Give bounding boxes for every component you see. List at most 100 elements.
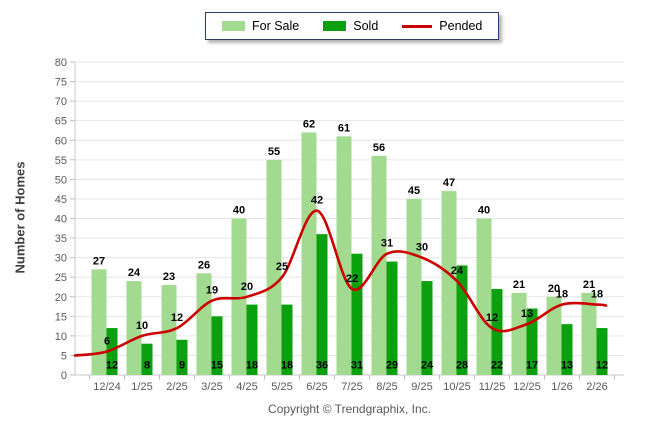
bar-for-sale bbox=[371, 155, 387, 375]
x-tick-label: 10/25 bbox=[443, 381, 471, 393]
legend-label-sold: Sold bbox=[353, 19, 379, 33]
sold-value-label: 17 bbox=[526, 360, 538, 372]
for-sale-value-label: 40 bbox=[233, 205, 245, 217]
x-tick-label: 12/24 bbox=[93, 381, 121, 393]
bar-for-sale bbox=[406, 198, 422, 375]
pended-value-label: 12 bbox=[171, 312, 183, 324]
for-sale-swatch bbox=[222, 21, 245, 31]
pended-value-label: 18 bbox=[556, 289, 568, 301]
copyright-text: Copyright © Trendgraphix, Inc. bbox=[268, 402, 431, 416]
x-tick-label: 5/25 bbox=[271, 381, 292, 393]
legend-item-for-sale: For Sale bbox=[222, 19, 299, 33]
sold-value-label: 24 bbox=[421, 360, 434, 372]
for-sale-value-label: 45 bbox=[408, 185, 420, 197]
y-tick-label: 45 bbox=[55, 194, 67, 206]
sold-value-label: 18 bbox=[281, 360, 293, 372]
pended-value-label: 6 bbox=[104, 336, 110, 348]
for-sale-value-label: 61 bbox=[338, 122, 350, 134]
bar-sold bbox=[456, 265, 468, 375]
pended-value-label: 24 bbox=[451, 265, 464, 277]
x-tick-label: 3/25 bbox=[201, 381, 222, 393]
bar-sold bbox=[246, 304, 258, 375]
y-tick-label: 40 bbox=[55, 214, 67, 226]
bar-sold bbox=[526, 308, 538, 375]
pended-value-label: 12 bbox=[486, 312, 498, 324]
x-tick-label: 1/26 bbox=[551, 381, 572, 393]
bar-for-sale bbox=[301, 132, 317, 375]
y-tick-label: 20 bbox=[55, 292, 67, 304]
legend: For Sale Sold Pended bbox=[205, 12, 500, 40]
x-tick-label: 4/25 bbox=[236, 381, 257, 393]
for-sale-value-label: 40 bbox=[478, 205, 490, 217]
for-sale-value-label: 20 bbox=[548, 283, 560, 295]
for-sale-value-label: 27 bbox=[93, 255, 105, 267]
for-sale-value-label: 26 bbox=[198, 259, 210, 271]
pended-value-label: 30 bbox=[416, 242, 428, 254]
y-tick-label: 35 bbox=[55, 233, 67, 245]
sold-value-label: 22 bbox=[491, 360, 503, 372]
pended-line bbox=[73, 209, 608, 357]
y-tick-label: 30 bbox=[55, 253, 67, 265]
sold-value-label: 28 bbox=[456, 360, 468, 372]
y-tick-label: 80 bbox=[55, 57, 67, 69]
sold-value-label: 8 bbox=[144, 360, 150, 372]
bar-sold bbox=[141, 343, 153, 375]
y-tick-label: 65 bbox=[55, 116, 67, 128]
y-tick-label: 55 bbox=[55, 155, 67, 167]
bar-for-sale bbox=[91, 269, 107, 375]
for-sale-value-label: 47 bbox=[443, 177, 455, 189]
pended-value-label: 19 bbox=[206, 285, 218, 297]
x-tick-label: 2/26 bbox=[586, 381, 607, 393]
sold-value-label: 31 bbox=[351, 360, 363, 372]
legend-item-sold: Sold bbox=[323, 19, 378, 33]
x-tick-label: 9/25 bbox=[411, 381, 432, 393]
sold-value-label: 9 bbox=[179, 360, 185, 372]
for-sale-value-label: 21 bbox=[583, 279, 595, 291]
sold-value-label: 18 bbox=[246, 360, 258, 372]
bar-sold bbox=[211, 316, 223, 375]
bar-sold bbox=[561, 324, 573, 375]
pended-value-label: 25 bbox=[276, 261, 288, 273]
sold-value-label: 29 bbox=[386, 360, 398, 372]
bar-for-sale bbox=[266, 159, 282, 375]
legend-item-pended: Pended bbox=[402, 19, 482, 33]
sold-value-label: 36 bbox=[316, 360, 328, 372]
for-sale-value-label: 24 bbox=[128, 267, 141, 279]
y-tick-label: 50 bbox=[55, 174, 67, 186]
pended-value-label: 13 bbox=[521, 308, 533, 320]
bar-sold bbox=[421, 281, 433, 375]
bar-for-sale bbox=[196, 273, 212, 375]
bar-for-sale bbox=[441, 191, 457, 375]
y-tick-label: 75 bbox=[55, 77, 67, 89]
x-tick-label: 12/25 bbox=[513, 381, 541, 393]
bar-sold bbox=[386, 261, 398, 375]
bar-sold bbox=[176, 339, 188, 375]
bar-for-sale bbox=[476, 218, 492, 375]
bar-sold bbox=[491, 288, 503, 375]
y-tick-label: 5 bbox=[61, 350, 67, 362]
sold-value-label: 12 bbox=[596, 360, 608, 372]
y-tick-label: 15 bbox=[55, 311, 67, 323]
x-tick-label: 6/25 bbox=[306, 381, 327, 393]
bar-sold bbox=[281, 304, 293, 375]
for-sale-value-label: 21 bbox=[513, 279, 525, 291]
y-tick-label: 60 bbox=[55, 135, 67, 147]
bar-sold bbox=[106, 328, 118, 375]
bar-for-sale bbox=[126, 281, 142, 375]
bar-for-sale bbox=[581, 292, 597, 375]
x-tick-label: 7/25 bbox=[341, 381, 362, 393]
pended-value-label: 42 bbox=[311, 195, 323, 207]
bar-for-sale bbox=[511, 292, 527, 375]
sold-value-label: 13 bbox=[561, 360, 573, 372]
bar-for-sale bbox=[336, 136, 352, 375]
pended-value-label: 10 bbox=[136, 320, 148, 332]
legend-label-for-sale: For Sale bbox=[252, 19, 300, 33]
y-axis-title: Number of Homes bbox=[12, 161, 28, 274]
bar-for-sale bbox=[546, 296, 562, 375]
bar-sold bbox=[351, 253, 363, 375]
x-tick-label: 11/25 bbox=[479, 381, 506, 393]
y-tick-label: 25 bbox=[55, 272, 67, 284]
for-sale-value-label: 55 bbox=[268, 146, 280, 158]
